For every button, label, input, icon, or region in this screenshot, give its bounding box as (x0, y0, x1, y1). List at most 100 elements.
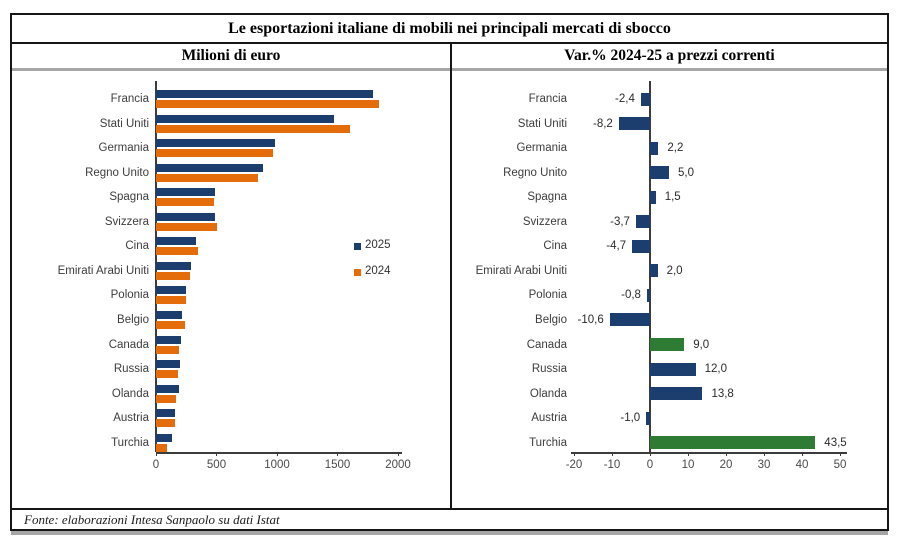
x-tick-label: 2000 (385, 459, 411, 471)
left-panel-header: Milioni di euro (12, 44, 450, 71)
bar-2025-germania (156, 139, 276, 148)
legend-label-2025: 2025 (365, 239, 391, 251)
category-label-francia: Francia (528, 93, 567, 105)
bar-var-stati-uniti (618, 117, 650, 131)
bar-var-emirati-arabi-uniti (650, 264, 658, 278)
bar-var-cina (632, 239, 650, 253)
x-axis-line (571, 452, 847, 454)
value-label-cina: -4,7 (606, 240, 627, 253)
bar-var-svizzera (635, 215, 650, 229)
bar-2024-turchia (156, 443, 168, 452)
bar-var-austria (646, 411, 650, 425)
bar-2025-polonia (156, 286, 186, 295)
x-tick-label: 500 (206, 459, 227, 471)
category-label-svizzera: Svizzera (522, 215, 567, 228)
value-label-russia: 12,0 (704, 363, 727, 376)
bar-2025-emirati-arabi-uniti (156, 261, 191, 270)
bar-2025-turchia (156, 433, 173, 442)
x-tick-label: -20 (565, 459, 583, 471)
category-label-emirati-arabi-uniti: Emirati Arabi Uniti (57, 264, 149, 277)
category-label-turchia: Turchia (111, 436, 149, 449)
x-tick-mark (611, 452, 613, 456)
bar-var-regno-unito (650, 166, 669, 180)
x-tick-label: 1500 (324, 459, 351, 471)
source-note: Fonte: elaborazioni Intesa Sanpaolo su d… (24, 511, 280, 527)
category-label-russia: Russia (531, 363, 567, 376)
value-label-canada: 9,0 (693, 338, 710, 351)
category-label-belgio: Belgio (535, 313, 567, 326)
legend-swatch-2024 (354, 269, 361, 276)
value-label-emirati-arabi-uniti: 2,0 (666, 264, 683, 277)
x-tick-label: 40 (795, 459, 809, 471)
bar-2025-francia (156, 90, 374, 98)
panel-milioni-di-euro: Milioni di euro Francia Stati Uniti German… (12, 44, 450, 508)
value-label-svizzera: -3,7 (610, 215, 630, 228)
category-label-germania: Germania (98, 142, 150, 155)
bar-2025-olanda (156, 384, 180, 393)
x-tick-mark (839, 452, 841, 456)
bar-var-spagna (650, 190, 656, 204)
category-label-francia: Francia (110, 93, 149, 105)
legend-label-2024: 2024 (365, 265, 391, 277)
bar-var-turchia (650, 436, 816, 450)
x-tick-label: 30 (757, 459, 771, 471)
bar-2025-belgio (156, 310, 182, 319)
footer-row: Fonte: elaborazioni Intesa Sanpaolo su d… (12, 508, 887, 529)
category-label-spagna: Spagna (527, 191, 567, 204)
category-label-spagna: Spagna (109, 191, 149, 204)
bar-var-francia (640, 92, 650, 106)
bar-var-polonia (646, 288, 650, 302)
bar-2024-olanda (156, 394, 177, 403)
chart-export-variation: Francia -2,4 Stati Uniti -8,2 Germania 2,2 Reg… (452, 71, 887, 508)
category-label-polonia: Polonia (110, 289, 149, 302)
x-axis-line (156, 452, 402, 454)
bar-2025-cina (156, 237, 197, 246)
value-label-stati-uniti: -8,2 (593, 117, 613, 130)
x-tick-label: 20 (719, 459, 733, 471)
bar-2024-francia (156, 100, 379, 108)
panel-variazione-percentuale: Var.% 2024-25 a prezzi correnti Francia -… (450, 44, 887, 508)
category-label-regno-unito: Regno Unito (503, 166, 567, 179)
category-label-belgio: Belgio (117, 313, 149, 326)
bar-var-belgio (609, 313, 650, 327)
x-tick-mark (155, 452, 157, 456)
bar-2024-germania (156, 149, 273, 158)
value-label-regno-unito: 5,0 (678, 166, 694, 179)
x-tick-label: 10 (681, 459, 695, 471)
category-label-canada: Canada (526, 338, 567, 351)
category-label-olanda: Olanda (111, 387, 149, 400)
value-label-turchia: 43,5 (824, 436, 847, 449)
x-tick-mark (725, 452, 727, 456)
x-tick-label: -10 (603, 459, 621, 471)
title-row: Le esportazioni italiane di mobili nei p… (12, 15, 887, 44)
right-panel-title: Var.% 2024-25 a prezzi correnti (564, 47, 775, 64)
category-label-austria: Austria (113, 412, 149, 425)
chart-panels: Milioni di euro Francia Stati Uniti German… (12, 44, 887, 508)
bar-2024-belgio (156, 320, 186, 329)
category-label-germania: Germania (516, 142, 568, 155)
bar-2024-austria (156, 419, 175, 428)
bar-2025-stati-uniti (156, 114, 334, 123)
bar-2025-spagna (156, 188, 215, 197)
x-tick-mark (276, 452, 278, 456)
bar-2024-stati-uniti (156, 124, 350, 133)
value-label-austria: -1,0 (620, 412, 641, 425)
category-label-emirati-arabi-uniti: Emirati Arabi Uniti (475, 264, 567, 277)
x-tick-mark (801, 452, 803, 456)
value-label-germania: 2,2 (667, 142, 684, 155)
report-frame: Le esportazioni italiane di mobili nei p… (10, 13, 889, 531)
bar-2024-cina (156, 247, 199, 256)
x-tick-label: 1000 (264, 459, 290, 471)
bar-2024-regno-unito (156, 173, 259, 182)
page-title: Le esportazioni italiane di mobili nei p… (228, 19, 671, 37)
category-label-russia: Russia (113, 363, 149, 376)
value-label-olanda: 13,8 (711, 387, 734, 400)
x-tick-label: 50 (833, 459, 847, 471)
category-label-olanda: Olanda (529, 387, 567, 400)
category-label-turchia: Turchia (529, 436, 567, 449)
legend-swatch-2025 (354, 243, 361, 250)
zero-axis-line (649, 81, 651, 452)
value-label-spagna: 1,5 (664, 191, 681, 204)
category-label-austria: Austria (531, 412, 567, 425)
x-tick-mark (687, 452, 689, 456)
